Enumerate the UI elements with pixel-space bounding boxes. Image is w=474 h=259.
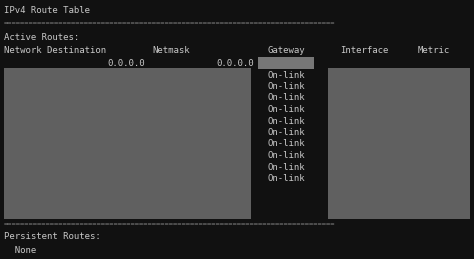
Text: Metric: Metric bbox=[418, 46, 450, 55]
Bar bbox=[258, 57, 314, 68]
Text: Netmask: Netmask bbox=[152, 46, 190, 55]
Text: IPv4 Route Table: IPv4 Route Table bbox=[4, 6, 90, 15]
Text: Active Routes:: Active Routes: bbox=[4, 33, 79, 42]
Text: On-link: On-link bbox=[267, 93, 305, 103]
Text: ==============================================================================: ========================================… bbox=[4, 20, 336, 26]
Text: ==============================================================================: ========================================… bbox=[4, 221, 336, 227]
Text: On-link: On-link bbox=[267, 162, 305, 171]
Text: On-link: On-link bbox=[267, 151, 305, 160]
Text: 0.0.0.0: 0.0.0.0 bbox=[108, 59, 145, 68]
Bar bbox=[328, 68, 470, 219]
Text: On-link: On-link bbox=[267, 140, 305, 148]
Bar bbox=[4, 68, 251, 219]
Text: On-link: On-link bbox=[267, 105, 305, 114]
Text: On-link: On-link bbox=[267, 117, 305, 126]
Text: 0.0.0.0: 0.0.0.0 bbox=[216, 59, 254, 68]
Text: On-link: On-link bbox=[267, 70, 305, 80]
Text: Gateway: Gateway bbox=[267, 46, 305, 55]
Text: On-link: On-link bbox=[267, 174, 305, 183]
Text: On-link: On-link bbox=[267, 82, 305, 91]
Text: None: None bbox=[4, 246, 36, 255]
Text: Persistent Routes:: Persistent Routes: bbox=[4, 232, 101, 241]
Text: On-link: On-link bbox=[267, 128, 305, 137]
Text: Network Destination: Network Destination bbox=[4, 46, 106, 55]
Text: Interface: Interface bbox=[340, 46, 388, 55]
